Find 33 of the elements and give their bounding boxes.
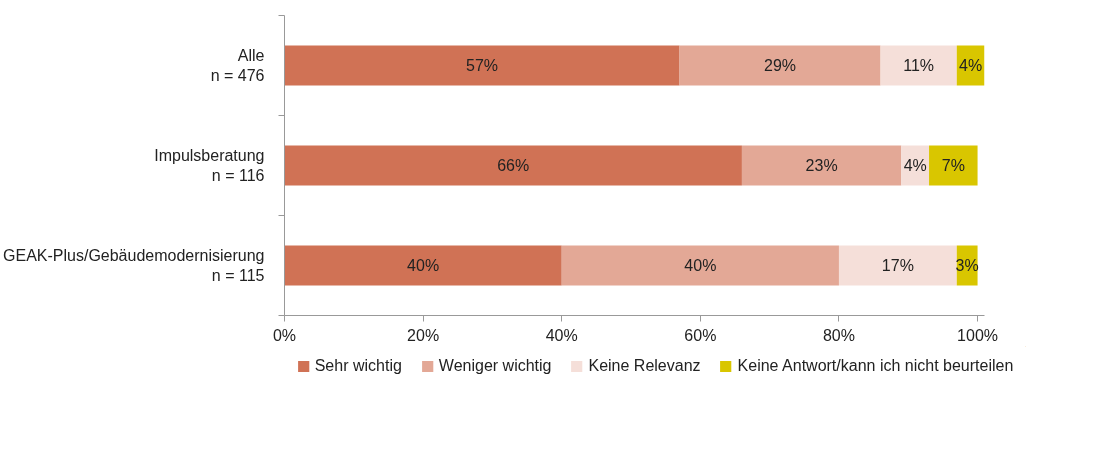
bar: [880, 45, 957, 86]
legend-label: Sehr wichtig: [314, 357, 402, 375]
data-label: 40%: [684, 257, 717, 274]
data-label: 7%: [941, 157, 965, 174]
bar: [284, 245, 562, 286]
bar: [838, 245, 957, 286]
data-label: 66%: [497, 157, 530, 174]
data-label: 57%: [466, 57, 499, 74]
legend-label: Keine Relevanz: [588, 357, 701, 375]
data-label: 11%: [903, 57, 935, 74]
x-tick-label: 40%: [545, 326, 578, 344]
x-tick-label: 20%: [407, 326, 440, 344]
bar: [284, 45, 680, 86]
x-tick-label: 60%: [684, 326, 717, 344]
data-label: 4%: [903, 157, 927, 174]
data-label: 40%: [407, 257, 440, 274]
bar: [284, 145, 742, 186]
y-tick-label: Alle n = 476: [210, 46, 265, 85]
y-tick-label: Impulsberatung n = 116: [154, 146, 265, 185]
data-label: 4%: [959, 57, 983, 74]
bar: [561, 245, 839, 286]
data-label: 29%: [764, 57, 797, 74]
x-tick-label: 100%: [957, 326, 999, 344]
y-tick-label: GEAK-Plus/Gebäudemodernisierung n = 115: [3, 246, 265, 285]
bar: [929, 145, 978, 186]
data-label: 23%: [805, 157, 838, 174]
bar: [741, 145, 902, 186]
bar: [679, 45, 881, 86]
data-label: 17%: [881, 257, 914, 274]
legend-label: Weniger wichtig: [438, 357, 552, 375]
legend-label: Keine Antwort/kann ich nicht beurteilen: [737, 357, 1014, 375]
x-tick-label: 80%: [822, 326, 855, 344]
x-tick-label: 0%: [272, 326, 297, 344]
